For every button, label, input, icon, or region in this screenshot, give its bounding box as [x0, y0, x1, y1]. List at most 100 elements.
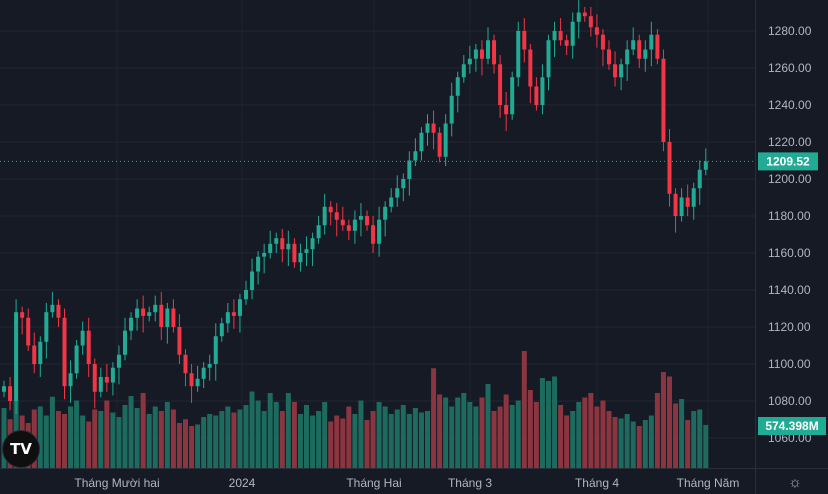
volume-bar — [570, 411, 576, 468]
volume-bar — [74, 400, 80, 468]
candle-body — [195, 378, 200, 387]
candle-body — [50, 304, 55, 313]
price-tick-label: 1140.00 — [768, 283, 811, 297]
volume-bar — [539, 378, 545, 468]
volume-bar — [140, 393, 146, 468]
candle-body — [189, 373, 194, 387]
volume-bar — [479, 397, 485, 468]
candle-body — [510, 77, 515, 115]
volume-bar — [134, 408, 140, 468]
candle-body — [534, 86, 539, 105]
last-volume-label: 574.398M — [765, 419, 818, 433]
candle-body — [26, 317, 31, 346]
volume-bar — [152, 406, 158, 468]
volume-bar — [461, 393, 467, 468]
candle-body — [643, 49, 648, 59]
volume-bar — [110, 412, 116, 468]
candle-body — [558, 31, 563, 41]
candle-body — [62, 317, 67, 387]
volume-bar — [636, 426, 642, 468]
candle-body — [86, 330, 91, 364]
candle-body — [401, 179, 406, 189]
volume-bar — [213, 415, 219, 468]
candle-body — [14, 312, 19, 401]
volume-bar — [691, 411, 697, 468]
volume-bar — [316, 411, 322, 468]
volume-bar — [189, 426, 195, 468]
volume-bar — [164, 402, 170, 468]
volume-bar — [68, 406, 74, 468]
candle-body — [334, 212, 339, 220]
candle-body — [498, 64, 503, 105]
volume-bar — [624, 414, 630, 468]
volume-bar — [231, 412, 237, 468]
candle-body — [679, 197, 684, 216]
time-tick-label: Tháng Mười hai — [74, 476, 159, 490]
candle-body — [352, 219, 357, 231]
candle-body — [177, 327, 182, 355]
volume-bar — [660, 372, 666, 468]
candle-body — [576, 12, 581, 22]
volume-bar — [346, 406, 352, 468]
volume-bar — [158, 411, 164, 468]
volume-bar — [183, 419, 188, 468]
volume-bar — [86, 421, 92, 468]
candle-body — [280, 238, 285, 250]
volume-bar — [630, 421, 636, 468]
candle-body — [431, 123, 436, 133]
candle-body — [225, 312, 230, 324]
candle-body — [310, 238, 315, 250]
volume-bar — [582, 397, 588, 468]
candle-body — [129, 317, 134, 331]
volume-bar — [285, 393, 291, 468]
candle-body — [207, 364, 212, 368]
candle-body — [171, 308, 176, 327]
candle-body — [413, 151, 418, 161]
candle-body — [322, 206, 327, 226]
last-price-label: 1209.52 — [766, 154, 810, 168]
volume-bar — [697, 409, 703, 468]
volume-bar — [648, 415, 654, 468]
candle-body — [631, 40, 636, 50]
volume-bar — [43, 415, 49, 468]
tradingview-logo[interactable]: TV — [2, 430, 40, 468]
volume-bar — [388, 414, 394, 468]
volume-bar — [92, 409, 98, 468]
volume-bar — [400, 405, 406, 468]
volume-bar — [237, 409, 243, 468]
price-tick-label: 1280.00 — [768, 24, 812, 38]
settings-icon[interactable]: ☼ — [788, 474, 802, 491]
volume-bar — [667, 376, 672, 468]
volume-bar — [104, 400, 110, 468]
candle-body — [231, 312, 236, 316]
volume-bar — [207, 414, 213, 468]
candle-body — [141, 308, 146, 316]
volume-bar — [225, 406, 231, 468]
price-tick-label: 1100.00 — [768, 357, 811, 371]
candle-body — [92, 364, 97, 392]
candle-body — [613, 64, 618, 78]
candle-body — [237, 299, 242, 316]
candle-body — [8, 386, 13, 401]
candle-body — [582, 12, 587, 17]
candle-body — [389, 197, 394, 207]
candle-body — [98, 376, 103, 392]
candle-body — [546, 40, 551, 78]
candle-body — [570, 21, 575, 46]
volume-bar — [340, 418, 346, 468]
volume-bar — [497, 406, 503, 468]
volume-bar — [533, 402, 539, 468]
volume-bar — [364, 420, 370, 468]
candle-body — [504, 105, 509, 115]
candle-body — [2, 386, 6, 392]
candle-body — [219, 323, 224, 337]
candle-body — [425, 123, 430, 133]
volume-bar — [642, 420, 648, 468]
volume-bar — [455, 397, 461, 468]
candle-body — [80, 330, 85, 346]
volume-bar — [291, 402, 297, 468]
candle-body — [316, 225, 321, 239]
volume-bar — [491, 411, 497, 468]
